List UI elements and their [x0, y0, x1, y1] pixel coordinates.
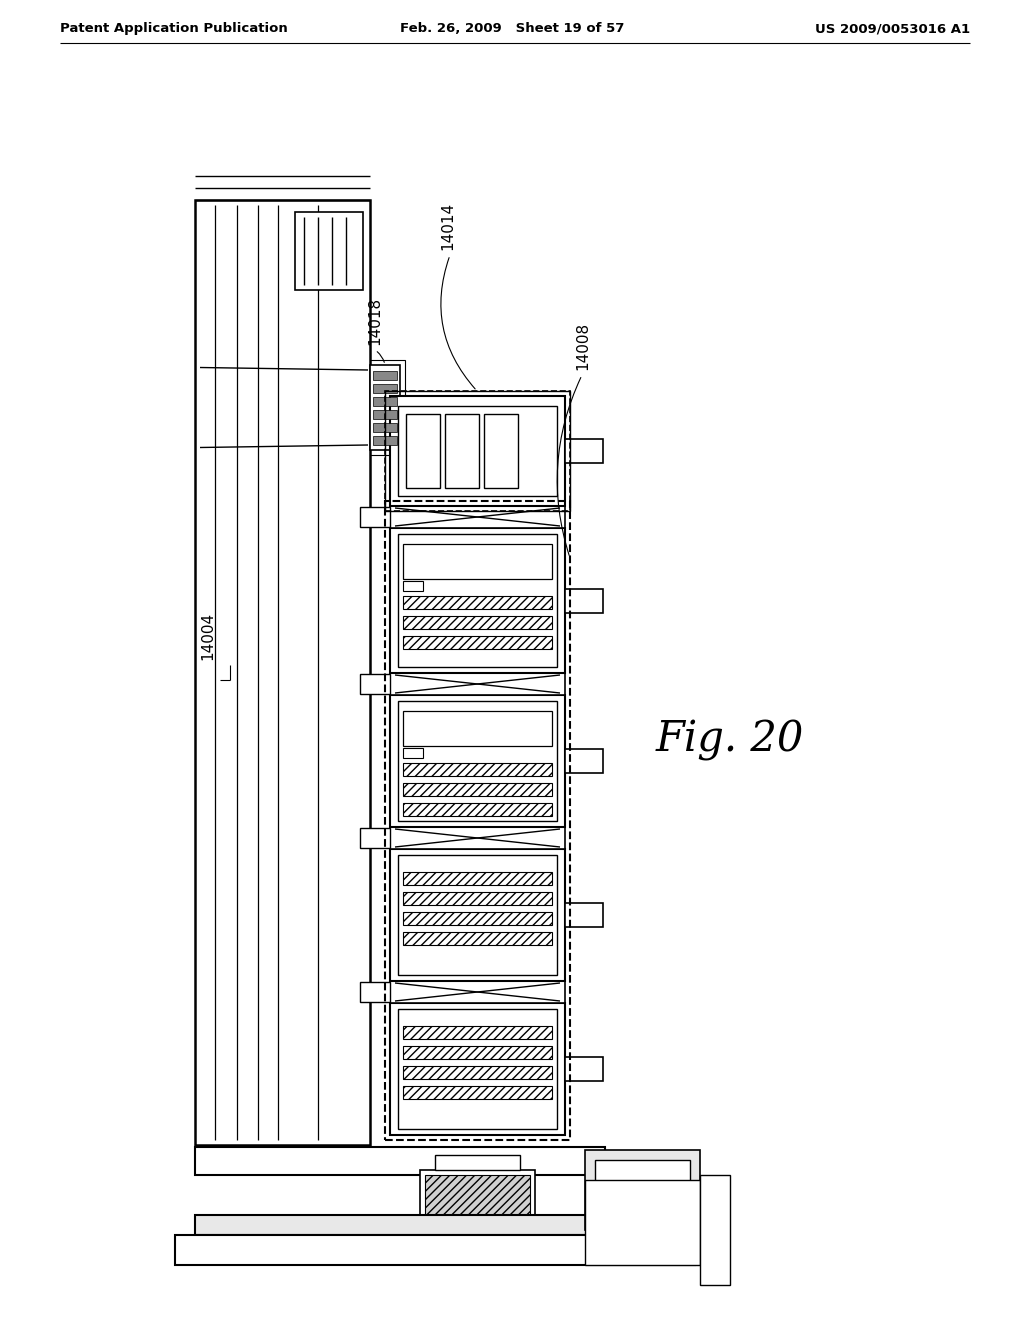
- Bar: [385, 391, 570, 511]
- Bar: [445, 414, 479, 488]
- Bar: [390, 528, 565, 673]
- Bar: [195, 1147, 605, 1175]
- Text: US 2009/0053016 A1: US 2009/0053016 A1: [815, 22, 970, 36]
- Bar: [360, 507, 390, 527]
- Bar: [373, 384, 397, 393]
- Bar: [373, 436, 397, 445]
- Bar: [565, 1057, 603, 1081]
- Bar: [398, 407, 557, 496]
- Bar: [373, 371, 397, 380]
- Text: Patent Application Publication: Patent Application Publication: [60, 22, 288, 36]
- Bar: [390, 396, 565, 506]
- Bar: [425, 1175, 530, 1220]
- Bar: [403, 873, 552, 884]
- Bar: [484, 414, 518, 488]
- Bar: [700, 1175, 730, 1284]
- Bar: [390, 981, 565, 1003]
- Bar: [565, 589, 603, 612]
- Bar: [403, 763, 552, 776]
- Bar: [373, 411, 397, 418]
- Bar: [420, 1170, 535, 1225]
- Bar: [398, 1008, 557, 1129]
- Text: 14008: 14008: [575, 322, 590, 370]
- Text: Feb. 26, 2009   Sheet 19 of 57: Feb. 26, 2009 Sheet 19 of 57: [399, 22, 625, 36]
- Bar: [403, 1026, 552, 1039]
- Bar: [403, 636, 552, 649]
- Bar: [398, 855, 557, 975]
- Bar: [403, 616, 552, 630]
- Bar: [385, 502, 570, 1140]
- Bar: [403, 581, 423, 591]
- Bar: [565, 903, 603, 927]
- Bar: [390, 506, 565, 528]
- Text: 14004: 14004: [200, 612, 215, 660]
- Bar: [403, 892, 552, 906]
- Bar: [403, 783, 552, 796]
- Text: 14018: 14018: [367, 297, 382, 345]
- Bar: [585, 1150, 700, 1230]
- Bar: [390, 828, 565, 849]
- Bar: [403, 711, 552, 746]
- Bar: [360, 982, 390, 1002]
- Bar: [403, 1045, 552, 1059]
- Bar: [370, 366, 400, 450]
- Bar: [403, 1086, 552, 1100]
- Text: Fig. 20: Fig. 20: [655, 719, 804, 762]
- Bar: [595, 1160, 690, 1220]
- Bar: [295, 213, 362, 290]
- Bar: [585, 1180, 700, 1265]
- Bar: [403, 932, 552, 945]
- Bar: [403, 544, 552, 579]
- Bar: [360, 828, 390, 847]
- Bar: [365, 360, 406, 455]
- Bar: [403, 1067, 552, 1078]
- Bar: [398, 701, 557, 821]
- Bar: [373, 397, 397, 407]
- Bar: [385, 391, 570, 511]
- Bar: [398, 535, 557, 667]
- Bar: [403, 912, 552, 925]
- Bar: [565, 748, 603, 774]
- Bar: [360, 675, 390, 694]
- Bar: [390, 1003, 565, 1135]
- Bar: [390, 696, 565, 828]
- Bar: [435, 1155, 520, 1170]
- Bar: [195, 1214, 685, 1236]
- Bar: [175, 1236, 695, 1265]
- Bar: [403, 597, 552, 609]
- Bar: [403, 803, 552, 816]
- Bar: [390, 849, 565, 981]
- Bar: [195, 201, 370, 1144]
- Bar: [403, 748, 423, 758]
- Bar: [373, 422, 397, 432]
- Bar: [565, 440, 603, 463]
- Text: 14014: 14014: [440, 202, 455, 249]
- Bar: [390, 673, 565, 696]
- Bar: [406, 414, 440, 488]
